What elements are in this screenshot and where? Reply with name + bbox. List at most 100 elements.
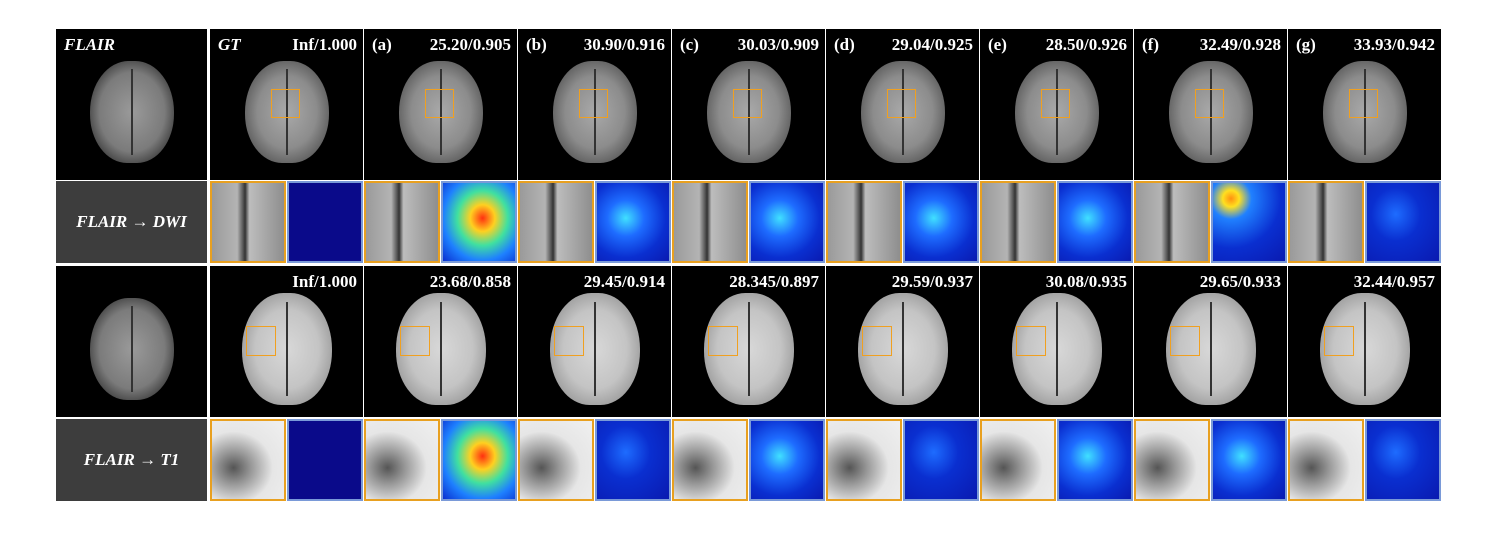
brain-image [1011,293,1102,406]
brain-image [1165,293,1256,406]
zoom-c-t1 [672,419,825,501]
panel-e-t1: 30.08/0.935 [980,266,1133,417]
task-label-t1: FLAIR → T1 [56,419,207,501]
roi-box [862,326,892,356]
task-label-text: FLAIR → T1 [83,450,180,469]
midline [747,302,750,397]
zoom-crop [210,419,286,501]
error-map [1211,181,1287,263]
zoom-g [1288,181,1441,263]
error-map [595,419,671,501]
roi-box [1349,89,1378,118]
zoom-a [364,181,517,263]
panel-metric: 29.04/0.925 [891,35,973,54]
panel-metric: 30.03/0.909 [737,35,819,54]
panel-metric: 28.345/0.897 [729,272,819,291]
zoom-b-t1 [518,419,671,501]
panel-f-t1: 29.65/0.933 [1134,266,1287,417]
midline [130,306,133,392]
brain-image [552,61,637,164]
panel-gt-t1: Inf/1.000 [210,266,363,417]
midline [901,69,904,155]
panel-metric: Inf/1.000 [292,272,357,291]
error-map [903,181,979,263]
panel-d: (d) 29.04/0.925 [826,29,979,180]
roi-box [887,89,916,118]
roi-box [425,89,454,118]
panel-label: (d) [834,35,855,54]
brain-image [1168,61,1253,164]
row-dwi-zoom: FLAIR → DWI [56,181,1442,263]
brain-image [706,61,791,164]
midline [439,302,442,397]
error-map [1057,181,1133,263]
task-label-text: FLAIR → DWI [76,212,187,231]
midline [747,69,750,155]
error-map [595,181,671,263]
zoom-g-t1 [1288,419,1441,501]
error-map [749,419,825,501]
roi-box [1324,326,1354,356]
panel-d-t1: 29.59/0.937 [826,266,979,417]
panel-metric: 29.45/0.914 [583,272,665,291]
roi-box [1195,89,1224,118]
zoom-crop [364,181,440,263]
brain-image [703,293,794,406]
zoom-b [518,181,671,263]
midline [1363,302,1366,397]
brain-image [244,61,329,164]
zoom-d-t1 [826,419,979,501]
brain-image [857,293,948,406]
midline [1055,69,1058,155]
panel-metric: 23.68/0.858 [429,272,511,291]
zoom-crop [672,181,748,263]
roi-box [1170,326,1200,356]
panel-metric: 30.08/0.935 [1045,272,1127,291]
midline [285,69,288,155]
midline [439,69,442,155]
midline [1209,69,1212,155]
panel-label: (c) [680,35,699,54]
brain-image [398,61,483,164]
panel-label: (b) [526,35,547,54]
midline [1209,302,1212,397]
brain-image [395,293,486,406]
midline [901,302,904,397]
panel-metric: 29.59/0.937 [891,272,973,291]
zoom-crop [1288,419,1364,501]
error-map [749,181,825,263]
zoom-a-t1 [364,419,517,501]
error-map [903,419,979,501]
panel-g: (g) 33.93/0.942 [1288,29,1441,180]
midline [130,69,133,155]
zoom-crop [364,419,440,501]
panel-f: (f) 32.49/0.928 [1134,29,1287,180]
roi-box [246,326,276,356]
zoom-d [826,181,979,263]
panel-b-t1: 29.45/0.914 [518,266,671,417]
roi-box [400,326,430,356]
zoom-crop [1134,419,1210,501]
zoom-gt-t1 [210,419,363,501]
panel-metric: 33.93/0.942 [1353,35,1435,54]
input-flair-image: FLAIR [56,29,207,180]
zoom-crop [826,181,902,263]
brain-image [1014,61,1099,164]
zoom-f [1134,181,1287,263]
zoom-crop [980,419,1056,501]
midline [593,69,596,155]
panel-e: (e) 28.50/0.926 [980,29,1133,180]
roi-box [554,326,584,356]
panel-metric: 32.49/0.928 [1199,35,1281,54]
midline [593,302,596,397]
error-map [1365,181,1441,263]
panel-a: (a) 25.20/0.905 [364,29,517,180]
brain-image [89,298,174,401]
panel-label: (a) [372,35,392,54]
panel-b: (b) 30.90/0.916 [518,29,671,180]
zoom-gt [210,181,363,263]
panel-c-t1: 28.345/0.897 [672,266,825,417]
panel-label: (g) [1296,35,1316,54]
panel-metric: 30.90/0.916 [583,35,665,54]
roi-box [1041,89,1070,118]
